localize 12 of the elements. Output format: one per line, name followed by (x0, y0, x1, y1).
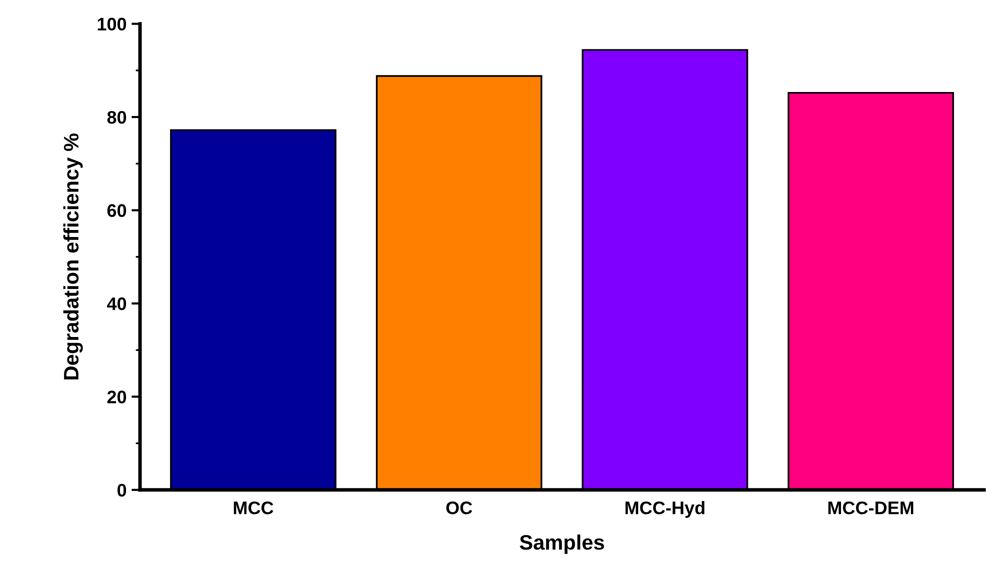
x-tick-label: OC (446, 501, 472, 514)
x-axis-title: Samples (520, 534, 604, 554)
y-tick-label: 40 (107, 297, 126, 310)
y-axis-title: Degradation efficiency % (63, 134, 83, 380)
x-tick-label: MCC-Hyd (626, 501, 704, 518)
x-tick-label: MCC (234, 501, 274, 514)
x-tick-label: MCC-DEM (828, 501, 914, 514)
y-tick-label: 20 (107, 390, 126, 404)
y-tick-label: 100 (98, 18, 126, 31)
y-tick-label: 60 (107, 204, 126, 217)
y-tick-label: 0 (117, 484, 126, 497)
y-tick-label: 80 (107, 110, 126, 124)
